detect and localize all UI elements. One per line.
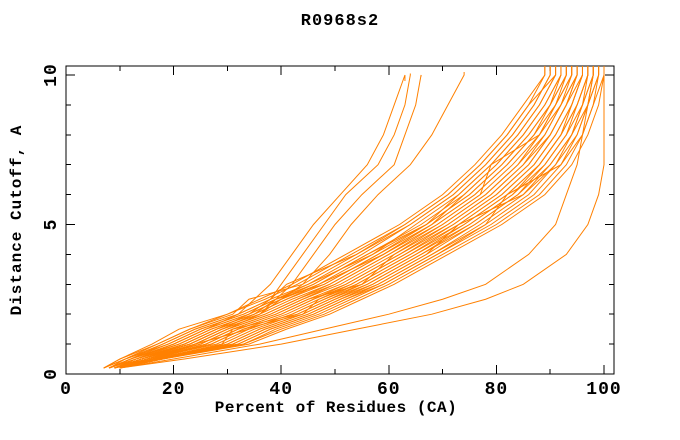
model-curve [119,66,583,369]
x-tick-label: 0 [60,380,72,400]
axes-frame [65,65,615,375]
chart-title: R0968s2 [300,12,380,31]
model-curve [119,66,605,369]
model-curve [119,66,583,369]
x-tick-label: 80 [485,380,509,400]
model-curve [108,66,551,369]
y-tick-label: 5 [42,219,62,231]
x-tick-label: 60 [377,380,401,400]
model-curve [119,66,605,369]
model-curve [119,66,589,369]
model-curve [114,66,578,369]
x-tick-label: 40 [269,380,293,400]
x-tick-label: 100 [586,380,621,400]
model-curve [119,66,583,369]
model-curve [114,66,583,369]
x-axis-label: Percent of Residues (CA) [214,399,458,417]
plot-border [65,65,615,375]
model-curve [119,66,594,369]
y-tick-label: 0 [42,368,62,380]
model-curve [119,66,605,369]
model-curve [108,66,546,369]
y-tick-label: 10 [42,63,62,87]
model-curve [114,66,578,369]
model-curve [119,66,594,369]
model-curve [103,66,546,369]
model-curve [119,66,594,369]
model-curve [108,66,573,369]
model-curve [114,66,589,369]
model-curve [114,66,589,369]
x-tick-label: 20 [162,380,186,400]
model-curves [103,66,605,369]
